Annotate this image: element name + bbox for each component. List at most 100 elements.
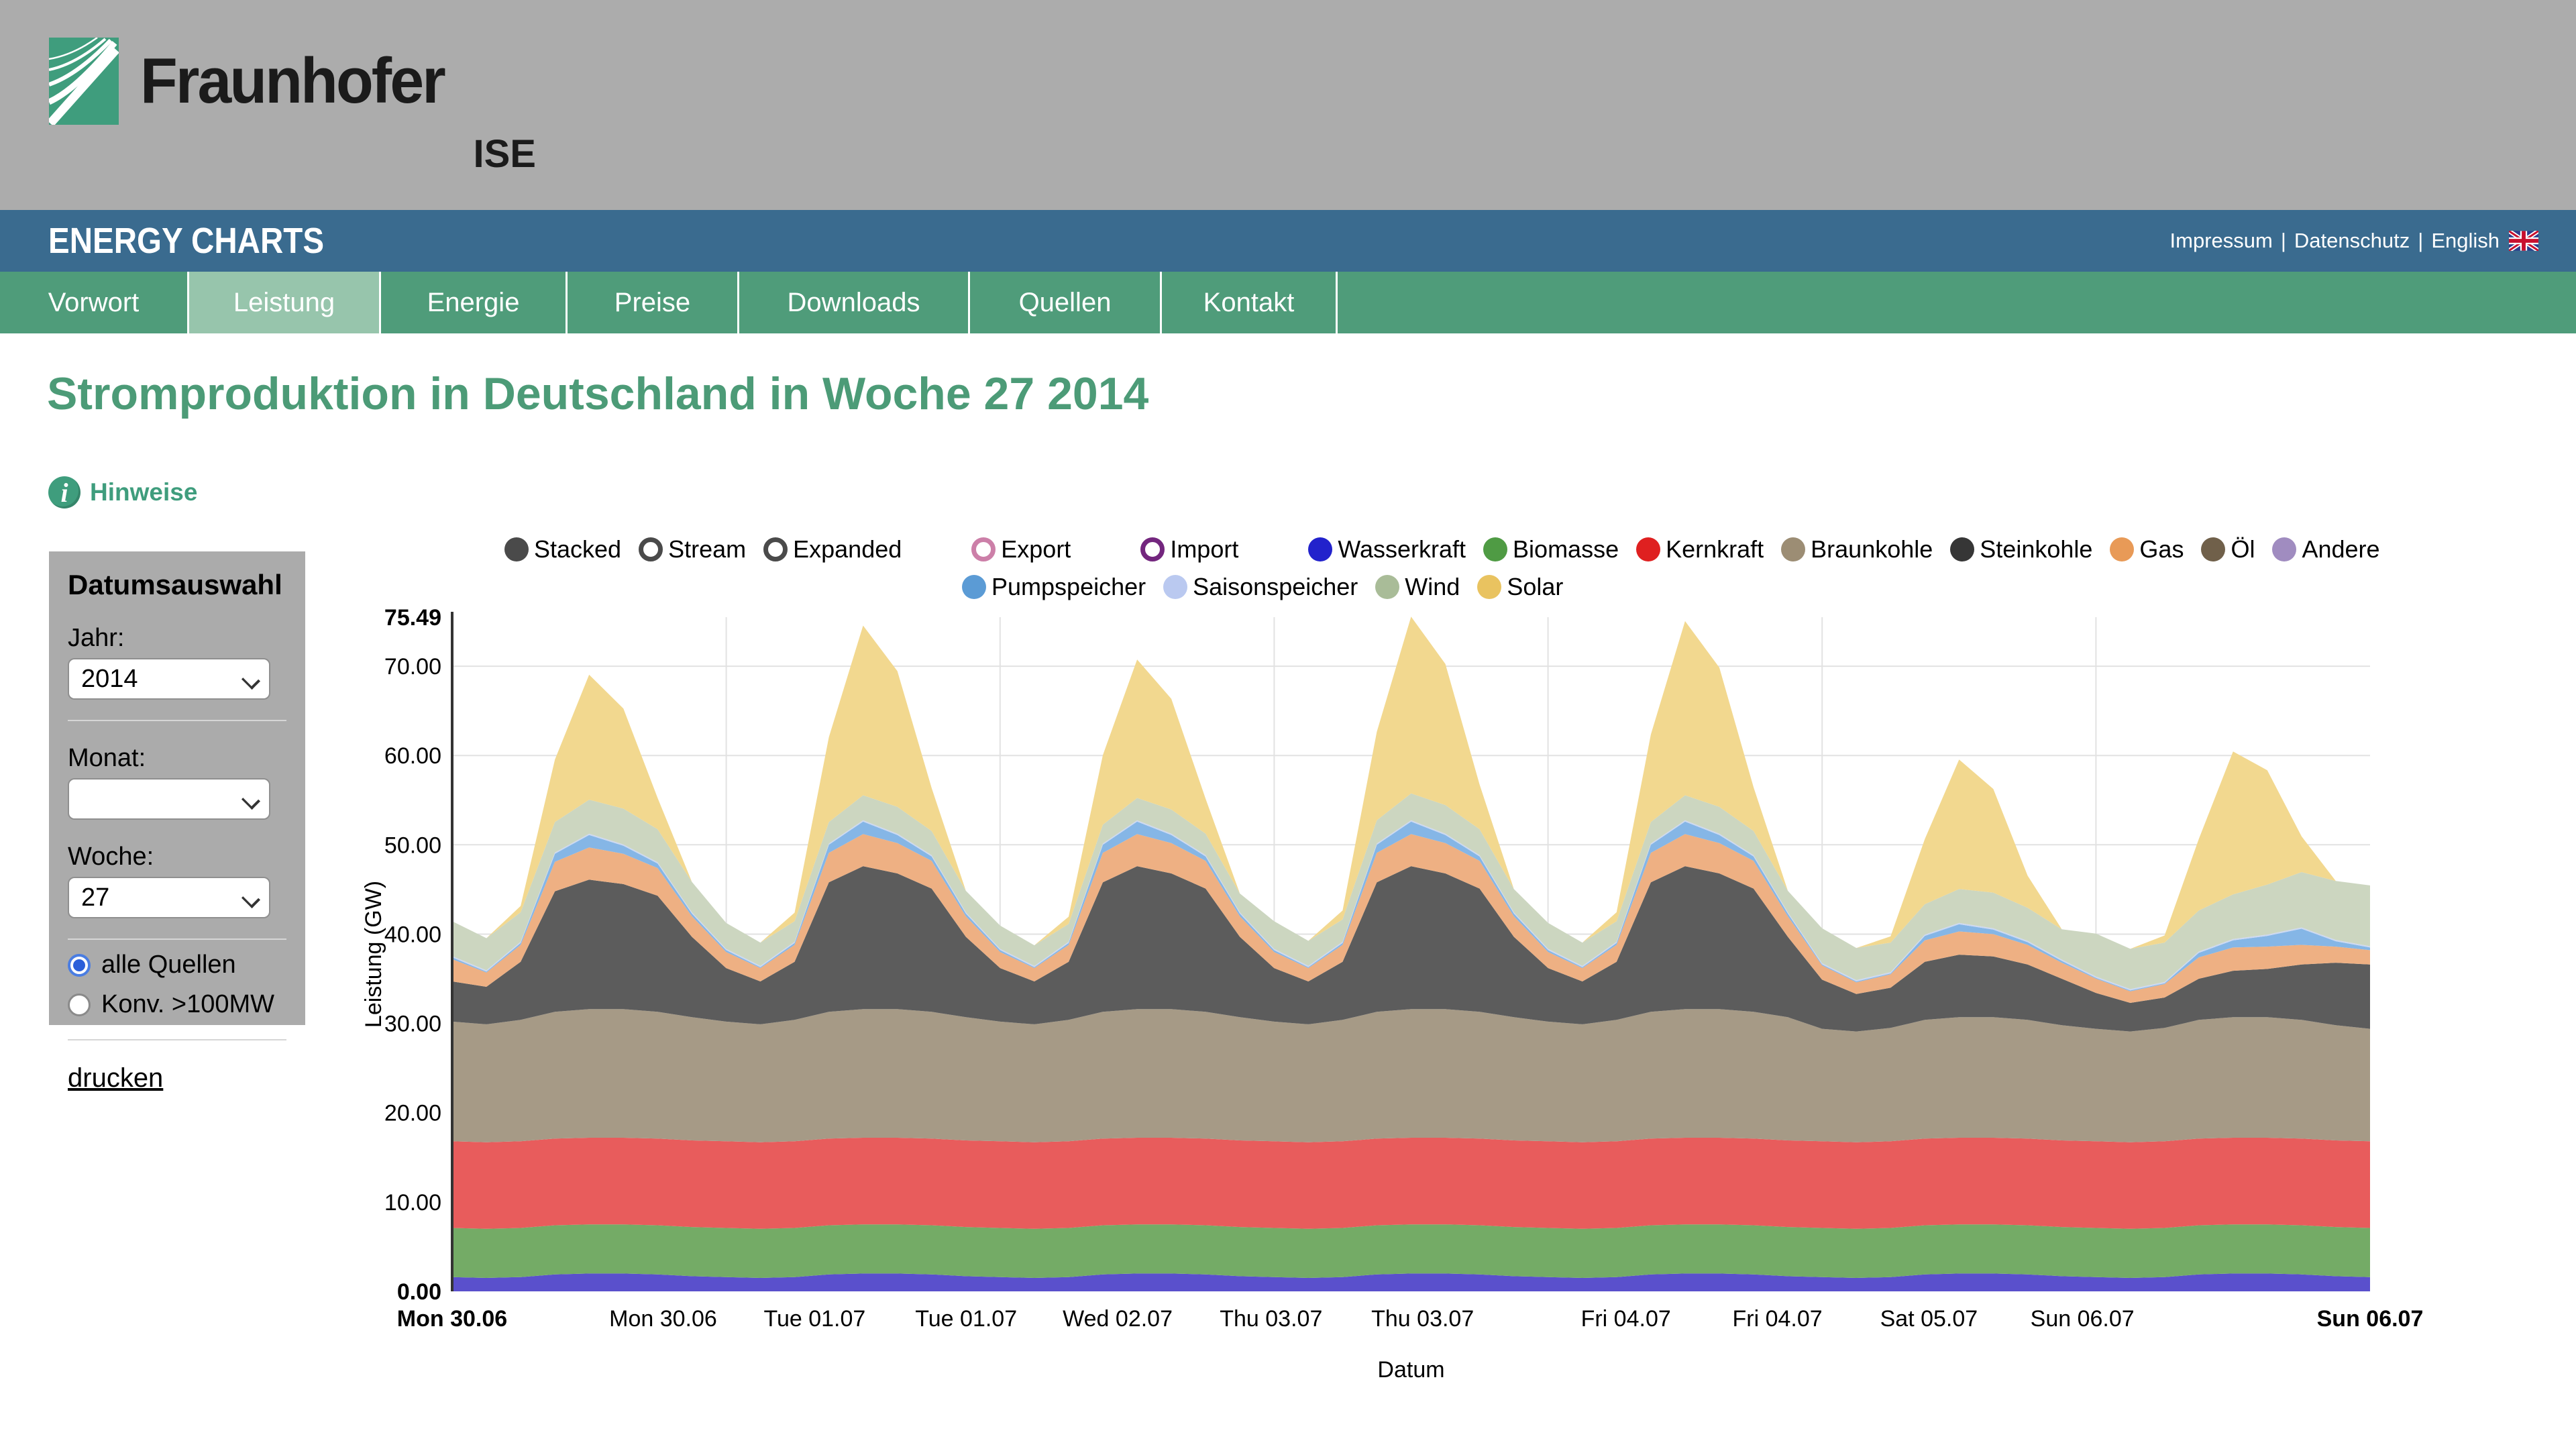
legend-label: Wasserkraft bbox=[1338, 535, 1466, 563]
area-braunkohle[interactable] bbox=[452, 1009, 2370, 1142]
legend-dot-icon bbox=[962, 575, 986, 599]
legend-item-biomasse[interactable]: Biomasse bbox=[1483, 535, 1619, 564]
legend-item-wind[interactable]: Wind bbox=[1375, 573, 1460, 601]
legend-label: Saisonspeicher bbox=[1193, 573, 1358, 600]
legend-item-öl[interactable]: Öl bbox=[2201, 535, 2255, 564]
x-tick-label: Fri 04.07 bbox=[1581, 1306, 1671, 1332]
chart-area: 75.49 70.00 60.00 50.00 40.00 30.00 20.00 10.00… bbox=[361, 604, 2455, 1436]
week-select-value: 27 bbox=[81, 883, 110, 912]
legend-dot-icon bbox=[2272, 537, 2297, 561]
legend-dot-icon bbox=[2201, 537, 2226, 561]
legend-dot-icon bbox=[1950, 537, 1975, 561]
chart-legend-row1: Stacked Stream Expanded Export Import Wasserk… bbox=[504, 535, 2398, 564]
legend-item-wasserkraft[interactable]: Wasserkraft bbox=[1308, 535, 1466, 564]
legend-item-expanded[interactable]: Expanded bbox=[763, 535, 902, 564]
print-link[interactable]: drucken bbox=[68, 1063, 164, 1093]
hinweise-link[interactable]: i Hinweise bbox=[48, 476, 197, 508]
y-tick-label: 50.00 bbox=[384, 833, 441, 858]
legend-item-gas[interactable]: Gas bbox=[2110, 535, 2184, 564]
x-tick-label: Tue 01.07 bbox=[915, 1306, 1017, 1332]
area-wind[interactable] bbox=[452, 793, 2370, 989]
area-solar[interactable] bbox=[452, 616, 2370, 949]
y-tick-label: 40.00 bbox=[384, 922, 441, 948]
area-kernkraft[interactable] bbox=[452, 1138, 2370, 1229]
area-biomasse[interactable] bbox=[452, 1224, 2370, 1278]
legend-item-braunkohle[interactable]: Braunkohle bbox=[1781, 535, 1933, 564]
nav-tab-label: Leistung bbox=[233, 287, 335, 317]
fraunhofer-logo[interactable]: Fraunhofer ISE bbox=[49, 38, 536, 176]
x-axis-title: Datum bbox=[1377, 1357, 1444, 1383]
x-tick-label: Wed 02.07 bbox=[1063, 1306, 1173, 1332]
legend-dot-icon bbox=[1781, 537, 1806, 561]
legend-item-kernkraft[interactable]: Kernkraft bbox=[1636, 535, 1764, 564]
x-tick-label: Fri 04.07 bbox=[1733, 1306, 1823, 1332]
y-tick-label: 70.00 bbox=[384, 654, 441, 680]
chevron-down-icon bbox=[241, 790, 261, 810]
radio-button-selected[interactable] bbox=[68, 953, 91, 977]
uk-flag-icon[interactable] bbox=[2509, 231, 2538, 251]
divider bbox=[68, 720, 286, 721]
nav-tab-quellen[interactable]: Quellen bbox=[970, 272, 1162, 333]
legend-label: Solar bbox=[1507, 573, 1564, 600]
page-title: Stromproduktion in Deutschland in Woche … bbox=[47, 368, 1149, 419]
stacked-area-chart: 75.49 70.00 60.00 50.00 40.00 30.00 20.00 10.00… bbox=[361, 605, 2424, 1383]
legend-item-stream[interactable]: Stream bbox=[639, 535, 746, 564]
legend-label: Braunkohle bbox=[1811, 535, 1933, 563]
x-tick-label: Sat 05.07 bbox=[1880, 1306, 1978, 1332]
radio-alle-quellen[interactable]: alle Quellen bbox=[68, 951, 286, 979]
legend-item-steinkohle[interactable]: Steinkohle bbox=[1950, 535, 2092, 564]
date-selection-panel: Datumsauswahl Jahr: 2014 Monat: Woche: 2… bbox=[49, 551, 305, 1093]
english-link[interactable]: English bbox=[2431, 229, 2500, 252]
year-select-value: 2014 bbox=[81, 664, 138, 693]
legend-item-andere[interactable]: Andere bbox=[2272, 535, 2380, 564]
legend-item-stacked[interactable]: Stacked bbox=[504, 535, 621, 564]
week-label: Woche: bbox=[68, 843, 154, 871]
banner-title: ENERGY CHARTS bbox=[48, 221, 325, 261]
legend-ring-icon bbox=[639, 537, 663, 561]
hinweise-label: Hinweise bbox=[90, 478, 198, 506]
y-axis-title: Leistung (GW) bbox=[362, 881, 386, 1028]
legend-item-import[interactable]: Import bbox=[1140, 535, 1238, 564]
radio-button-unselected[interactable] bbox=[68, 993, 91, 1016]
month-select[interactable] bbox=[68, 778, 270, 820]
logo-sub-text: ISE bbox=[473, 132, 537, 176]
nav-tab-preise[interactable]: Preise bbox=[568, 272, 739, 333]
chevron-down-icon bbox=[241, 670, 261, 690]
legend-item-pumpspeicher[interactable]: Pumpspeicher bbox=[962, 573, 1146, 601]
legend-item-solar[interactable]: Solar bbox=[1477, 573, 1563, 601]
legend-item-saisonspeicher[interactable]: Saisonspeicher bbox=[1163, 573, 1358, 601]
x-tick-label: Thu 03.07 bbox=[1371, 1306, 1474, 1332]
x-tick-label: Thu 03.07 bbox=[1220, 1306, 1322, 1332]
area-wasserkraft[interactable] bbox=[452, 1273, 2370, 1291]
radio-konv-100mw[interactable]: Konv. >100MW bbox=[68, 990, 286, 1019]
area-gas[interactable] bbox=[452, 834, 2370, 1003]
x-tick-label: Mon 30.06 bbox=[609, 1306, 717, 1332]
legend-item-export[interactable]: Export bbox=[971, 535, 1071, 564]
y-tick-label: 60.00 bbox=[384, 743, 441, 769]
legend-ring-icon bbox=[1140, 537, 1165, 561]
y-tick-label: 30.00 bbox=[384, 1012, 441, 1037]
legend-label: Import bbox=[1170, 535, 1239, 563]
x-tick-label: Sun 06.07 bbox=[2031, 1306, 2135, 1332]
impressum-link[interactable]: Impressum bbox=[2169, 229, 2273, 252]
nav-tab-vorwort[interactable]: Vorwort bbox=[0, 272, 189, 333]
nav-tab-label: Quellen bbox=[1018, 287, 1112, 317]
legend-label: Öl bbox=[2231, 535, 2255, 563]
radio-label: alle Quellen bbox=[101, 951, 236, 979]
nav-tab-downloads[interactable]: Downloads bbox=[739, 272, 970, 333]
site-header: Fraunhofer ISE bbox=[0, 0, 2576, 210]
nav-tab-energie[interactable]: Energie bbox=[381, 272, 568, 333]
nav-tab-label: Kontakt bbox=[1203, 287, 1295, 317]
chart-legend-row2: Pumpspeicher Saisonspeicher Wind Solar bbox=[962, 573, 1580, 601]
year-select[interactable]: 2014 bbox=[68, 658, 270, 700]
info-icon: i bbox=[48, 476, 80, 508]
week-select[interactable]: 27 bbox=[68, 877, 270, 918]
nav-tab-leistung[interactable]: Leistung bbox=[189, 272, 381, 333]
legend-label: Expanded bbox=[793, 535, 902, 563]
nav-tab-kontakt[interactable]: Kontakt bbox=[1162, 272, 1338, 333]
area-steinkohle[interactable] bbox=[452, 866, 2370, 1032]
datenschutz-link[interactable]: Datenschutz bbox=[2294, 229, 2410, 252]
nav-tab-label: Downloads bbox=[787, 287, 920, 317]
x-tick-label: Sun 06.07 bbox=[2317, 1306, 2424, 1332]
legend-dot-icon bbox=[504, 537, 529, 561]
